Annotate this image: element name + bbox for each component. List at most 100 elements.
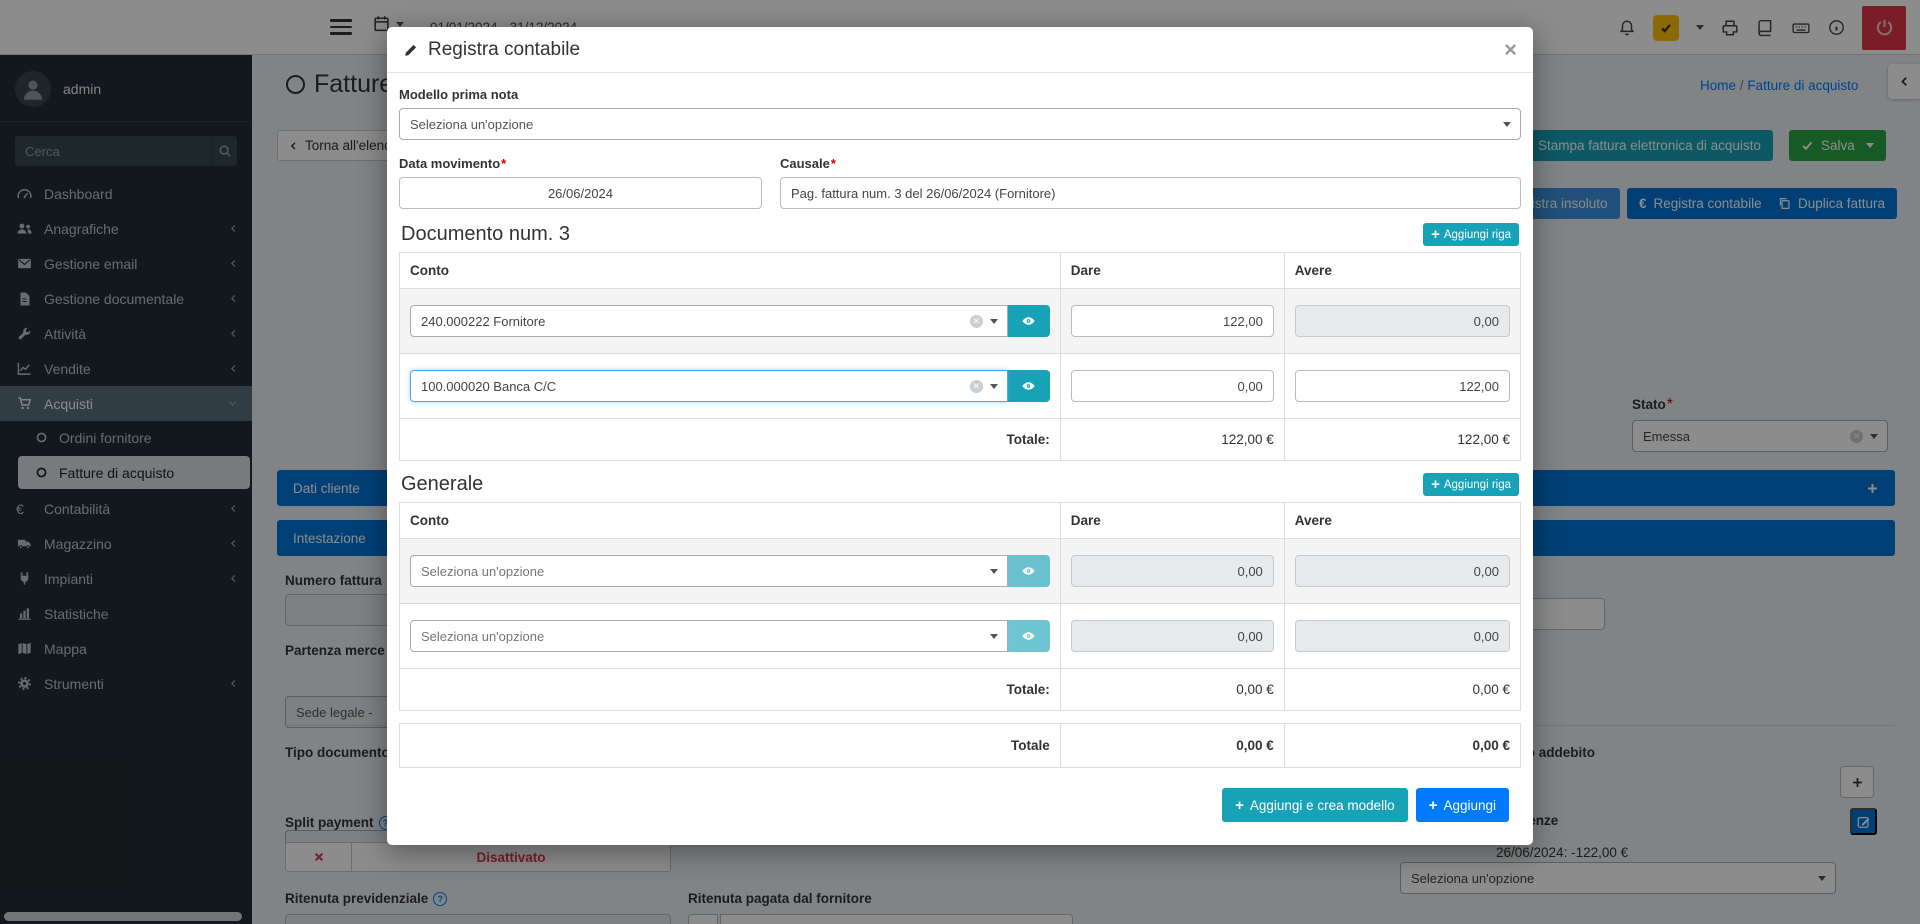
- sidebar-item-strumenti[interactable]: Strumenti: [0, 666, 252, 701]
- generale-table: Conto Dare Avere Seleziona un'opzione: [399, 502, 1521, 711]
- avere-input[interactable]: [1294, 620, 1510, 652]
- aggiungi-button[interactable]: + Aggiungi: [1415, 788, 1509, 822]
- sidebar-item-vendite[interactable]: Vendite: [0, 351, 252, 386]
- sidebar-item-impianti[interactable]: Impianti: [0, 561, 252, 596]
- circle-icon: [36, 432, 47, 443]
- causale-label: Causale*: [780, 156, 836, 171]
- table-header-row: Conto Dare Avere: [400, 253, 1520, 289]
- conto-addebito-select[interactable]: Seleziona un'opzione: [1400, 862, 1836, 894]
- modello-prima-nota-select[interactable]: Seleziona un'opzione: [399, 108, 1521, 140]
- sidebar-item-attivita[interactable]: Attività: [0, 316, 252, 351]
- breadcrumb-home-link[interactable]: Home: [1700, 78, 1737, 93]
- sidebar-item-acquisti[interactable]: Acquisti: [0, 386, 252, 421]
- eye-icon: [1022, 317, 1035, 325]
- pencil-square-icon: [1857, 816, 1869, 828]
- eye-icon: [1022, 567, 1035, 575]
- dare-input[interactable]: [1070, 555, 1274, 587]
- add-row-button-generale[interactable]: + Aggiungi riga: [1423, 473, 1519, 496]
- avere-input[interactable]: [1294, 555, 1510, 587]
- save-button[interactable]: Salva: [1789, 130, 1886, 161]
- avere-input[interactable]: [1294, 370, 1510, 402]
- chevron-left-icon: [230, 259, 236, 268]
- module-circle-icon: [286, 75, 305, 94]
- print-icon[interactable]: [1721, 19, 1739, 37]
- edit-scadenze-button[interactable]: [1850, 808, 1877, 835]
- badge-caret-icon[interactable]: [1696, 25, 1704, 30]
- dare-input[interactable]: [1070, 305, 1274, 337]
- sidebar-item-mappa[interactable]: Mappa: [0, 631, 252, 666]
- bar-chart-icon: [18, 608, 31, 620]
- sidebar-subitem-fatture-di-acquisto[interactable]: Fatture di acquisto: [18, 456, 250, 489]
- x-mark-icon[interactable]: [286, 843, 352, 871]
- sidebar-item-contabilita[interactable]: € Contabilità: [0, 491, 252, 526]
- date-filter-button[interactable]: [373, 15, 404, 32]
- split-payment-toggle[interactable]: Disattivato: [285, 842, 671, 872]
- dare-input[interactable]: [1070, 370, 1274, 402]
- clear-selection-icon[interactable]: ✕: [969, 315, 983, 328]
- clear-selection-icon[interactable]: ✕: [969, 380, 983, 393]
- ritenuta-previdenziale-input[interactable]: [285, 914, 671, 924]
- chevron-left-icon: [230, 224, 236, 233]
- ritenuta-fornitore-input[interactable]: [720, 914, 1073, 924]
- help-icon[interactable]: ?: [433, 892, 448, 906]
- avere-input[interactable]: [1294, 305, 1510, 337]
- sidebar-item-dashboard[interactable]: Dashboard: [0, 176, 252, 211]
- modal-header: Registra contabile ×: [387, 27, 1533, 73]
- sidebar-item-magazzino[interactable]: Magazzino: [0, 526, 252, 561]
- notifications-bell-icon[interactable]: [1618, 19, 1636, 37]
- map-icon: [18, 642, 31, 655]
- username[interactable]: admin: [63, 81, 102, 97]
- ritenuta-fornitore-checkbox-cell[interactable]: [688, 914, 718, 924]
- chevron-left-icon: [1900, 77, 1907, 86]
- status-check-badge[interactable]: [1653, 14, 1679, 41]
- search-input[interactable]: [15, 136, 211, 166]
- dare-input[interactable]: [1070, 620, 1274, 652]
- gauge-icon: [17, 188, 32, 198]
- add-conto-button[interactable]: [1840, 766, 1874, 798]
- caret-down-icon: [989, 319, 998, 324]
- conto-select[interactable]: 240.000222 Fornitore ✕: [410, 305, 1008, 337]
- causale-input[interactable]: [780, 177, 1521, 209]
- close-icon[interactable]: ×: [1504, 36, 1517, 62]
- sidebar-search: [15, 136, 237, 166]
- registra-contabile-button[interactable]: € Registra contabile: [1627, 188, 1774, 219]
- chevron-left-icon: [230, 504, 236, 513]
- view-conto-button[interactable]: [1007, 305, 1050, 337]
- documento-table: Conto Dare Avere 240.000222 Fornitore ✕: [399, 252, 1521, 461]
- view-conto-button[interactable]: [1007, 555, 1050, 587]
- tipo-documento-label: Tipo documento: [285, 745, 390, 760]
- shortcuts-keyboard-icon[interactable]: [1791, 19, 1811, 37]
- info-icon[interactable]: [1828, 19, 1845, 36]
- add-row-button-documento[interactable]: + Aggiungi riga: [1423, 223, 1519, 246]
- docs-book-icon[interactable]: [1756, 19, 1774, 37]
- stato-select[interactable]: Emessa ✕: [1632, 420, 1888, 452]
- circle-icon: [36, 467, 47, 478]
- sidebar-subitem-ordini-fornitore[interactable]: Ordini fornitore: [0, 421, 252, 454]
- search-button[interactable]: [211, 136, 237, 166]
- conto-select[interactable]: Seleziona un'opzione: [410, 620, 1008, 652]
- duplica-fattura-button[interactable]: Duplica fattura: [1766, 188, 1898, 219]
- caret-down-icon: [396, 22, 404, 27]
- sidebar-item-gestione-email[interactable]: Gestione email: [0, 246, 252, 281]
- plus-icon[interactable]: [1866, 482, 1879, 495]
- copy-icon: [1779, 198, 1790, 209]
- sidebar-item-gestione-documentale[interactable]: Gestione documentale: [0, 281, 252, 316]
- side-panel-toggle[interactable]: [1888, 64, 1920, 99]
- conto-select[interactable]: Seleziona un'opzione: [410, 555, 1008, 587]
- clear-selection-icon[interactable]: ✕: [1850, 430, 1863, 443]
- logout-power-button[interactable]: [1862, 5, 1906, 50]
- sidebar-menu: Dashboard Anagrafiche Gestione email Ges…: [0, 176, 252, 701]
- view-conto-button[interactable]: [1007, 370, 1050, 402]
- sidebar-item-statistiche[interactable]: Statistiche: [0, 596, 252, 631]
- breadcrumb: Home / Fatture di acquisto: [1700, 78, 1859, 93]
- sidebar-item-anagrafiche[interactable]: Anagrafiche: [0, 211, 252, 246]
- breadcrumb-current-link[interactable]: Fatture di acquisto: [1747, 78, 1859, 93]
- conto-select[interactable]: 100.000020 Banca C/C ✕: [410, 370, 1008, 402]
- sidebar-toggle-button[interactable]: [330, 16, 352, 38]
- aggiungi-e-crea-modello-button[interactable]: + Aggiungi e crea modello: [1222, 788, 1408, 822]
- horizontal-scrollbar-thumb[interactable]: [4, 912, 242, 921]
- data-movimento-input[interactable]: [399, 177, 762, 209]
- wrench-icon: [18, 327, 31, 340]
- view-conto-button[interactable]: [1007, 620, 1050, 652]
- navbar-actions: [1618, 0, 1906, 55]
